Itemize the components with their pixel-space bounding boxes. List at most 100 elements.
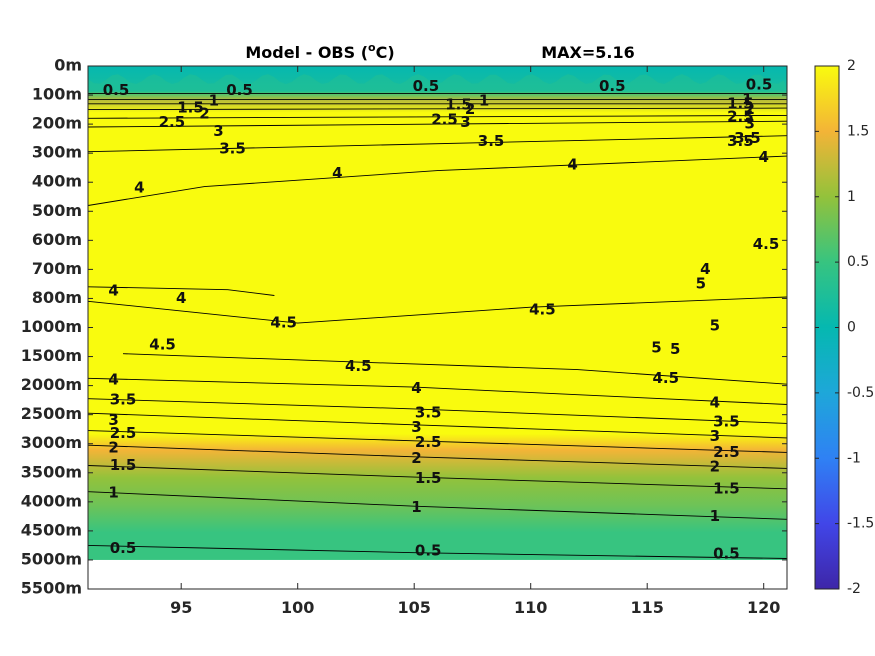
- contour-label: 2: [411, 449, 421, 467]
- contour-label: 2.5: [727, 107, 754, 125]
- contour-label: 1: [479, 91, 489, 109]
- y-tick-label: 100m: [32, 85, 82, 104]
- contour-label: 4.5: [149, 335, 176, 353]
- contour-label: 3.5: [734, 129, 761, 147]
- x-axis: 95 100 105 110 115 120: [170, 66, 780, 617]
- y-tick-label: 200m: [32, 114, 82, 133]
- contour-line: [88, 107, 787, 111]
- contour-label: 3: [108, 411, 118, 429]
- x-tick-label: 110: [514, 598, 547, 617]
- y-tick-label: 300m: [32, 143, 82, 162]
- contour-label: 0.5: [110, 539, 137, 557]
- y-tick-label: 500m: [32, 201, 82, 220]
- contour-label: 2: [465, 100, 475, 118]
- colorbar-tick-label: 1.5: [847, 123, 869, 139]
- contour-line: [88, 398, 787, 424]
- colorbar-tick-label: -2: [847, 581, 861, 597]
- y-tick-label: 0m: [54, 56, 82, 75]
- contour-label: 4: [700, 260, 710, 278]
- contour-label: 3: [460, 113, 470, 131]
- contour-label: 4: [134, 179, 144, 197]
- y-tick-label: 5500m: [21, 579, 82, 598]
- contour-label: 3.5: [415, 404, 442, 422]
- contour-line: [88, 444, 787, 469]
- y-tick-label: 3000m: [21, 433, 82, 452]
- contour-label: 4: [108, 370, 118, 388]
- contour-label: 0.5: [746, 75, 773, 93]
- contour-label: 3: [213, 122, 223, 140]
- x-tick-label: 100: [281, 598, 314, 617]
- y-tick-label: 600m: [32, 230, 82, 249]
- y-tick-label: 2500m: [21, 404, 82, 423]
- contour-label: 3.5: [219, 139, 246, 157]
- contour-label: 2.5: [159, 113, 186, 131]
- contour-label: 4: [176, 289, 186, 307]
- contour-label: 4: [332, 164, 342, 182]
- contour-label: 0.5: [103, 81, 130, 99]
- contour-label: 1: [710, 507, 720, 525]
- y-tick-label: 1500m: [21, 346, 82, 365]
- contour-label: 1.5: [713, 479, 740, 497]
- contour-label: 4.5: [753, 235, 780, 253]
- x-tick-label: 120: [747, 598, 780, 617]
- contour-label: 5: [670, 340, 680, 358]
- contour-line: [88, 544, 787, 559]
- contour-label: 4.5: [529, 301, 556, 319]
- contour-label: 5: [696, 274, 706, 292]
- contour-label: 3.5: [727, 132, 754, 150]
- y-tick-label: 1000m: [21, 317, 82, 336]
- contour-line: [88, 155, 787, 206]
- contour-label: 3.5: [713, 412, 740, 430]
- contour-label: 2.5: [713, 443, 740, 461]
- colorbar-tick-label: -1: [847, 450, 861, 466]
- contour-label: 2: [710, 458, 720, 476]
- contour-label: 1.5: [415, 469, 442, 487]
- y-tick-label: 800m: [32, 288, 82, 307]
- surface-ripple: [88, 74, 787, 93]
- contour-line: [88, 377, 787, 405]
- contour-label: 2.5: [431, 110, 458, 128]
- contour-line: [88, 430, 787, 453]
- y-axis: 0m 100m 200m 300m 400m 500m 600m 700m 800m 1000m 1…: [21, 56, 787, 598]
- contour-label: 1: [108, 484, 118, 502]
- contour-label: 3: [710, 427, 720, 445]
- contour-lines: [88, 93, 787, 559]
- y-tick-label: 700m: [32, 259, 82, 278]
- contour-line: [88, 120, 787, 128]
- contour-label: 2.5: [110, 424, 137, 442]
- y-tick-label: 400m: [32, 172, 82, 191]
- colorbar-tick-label: 1: [847, 189, 856, 205]
- contour-label: 1.5: [727, 94, 754, 112]
- contour-line: [88, 296, 787, 324]
- colorbar-tick-label: 0: [847, 320, 856, 336]
- contour-label: 3: [744, 115, 754, 133]
- contour-label: 4.5: [653, 369, 680, 387]
- x-tick-label: 115: [630, 598, 663, 617]
- contour-line: [88, 286, 275, 296]
- contour-label: 5: [651, 338, 661, 356]
- contour-label: 3.5: [110, 391, 137, 409]
- y-tick-label: 4000m: [21, 491, 82, 510]
- contour-line: [88, 114, 787, 119]
- contour-line: [122, 353, 787, 385]
- contour-label: 0.5: [713, 545, 740, 563]
- max-label: MAX=5.16: [541, 43, 635, 62]
- colorbar-tick-label: 2: [847, 58, 856, 74]
- x-tick-label: 95: [170, 598, 192, 617]
- y-tick-label: 3500m: [21, 462, 82, 481]
- contour-label: 2.5: [415, 433, 442, 451]
- contour-label: 4: [108, 282, 118, 300]
- colorbar-ticks: 2 1.5 1 0.5 0 -0.5 -1 -1.5 -2: [815, 58, 874, 597]
- x-tick-label: 105: [397, 598, 430, 617]
- contour-label: 1.5: [445, 96, 472, 114]
- contour-label: 1: [209, 91, 219, 109]
- colorbar-tick-label: -0.5: [847, 385, 874, 401]
- contour-label: 0.5: [599, 77, 626, 95]
- contour-label: 0.5: [226, 81, 253, 99]
- contour-label: 4: [710, 394, 720, 412]
- chart-title: Model - OBS (oC): [245, 41, 394, 62]
- contour-label: 2: [108, 439, 118, 457]
- contour-label: 5: [710, 317, 720, 335]
- contour-label: 4: [411, 379, 421, 397]
